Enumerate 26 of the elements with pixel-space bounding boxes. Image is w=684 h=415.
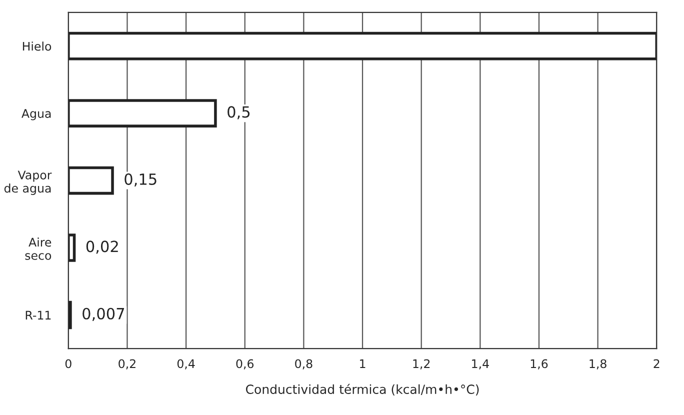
- bar: [68, 234, 76, 262]
- data-label: 0,15: [124, 173, 156, 187]
- x-tick-label: 1,6: [530, 359, 548, 370]
- data-label: 0,5: [228, 106, 250, 120]
- x-tick-label: 0,4: [177, 359, 195, 370]
- y-tick-label: R-11: [26, 310, 51, 320]
- y-tick-label: Aire seco: [25, 238, 52, 260]
- bar: [68, 32, 657, 60]
- bar: [68, 300, 72, 330]
- bar: [68, 166, 114, 195]
- x-tick-label: 1,8: [590, 359, 606, 370]
- data-label: 0,007: [82, 308, 124, 321]
- x-tick-label: 0: [65, 359, 72, 368]
- x-tick-label: 1,4: [472, 359, 489, 370]
- y-tick-label: Agua: [22, 109, 51, 120]
- x-tick-label: 0,8: [295, 359, 312, 370]
- x-tick-label: 0,2: [118, 359, 136, 370]
- x-tick-label: 0,6: [236, 359, 254, 370]
- x-tick-label: 1,2: [413, 359, 430, 370]
- x-tick-label: 1: [360, 359, 366, 368]
- y-tick-label: Hielo: [22, 42, 52, 51]
- bar: [68, 99, 217, 128]
- x-axis-title: Conductividad térmica (kcal/m•h•°C): [246, 384, 479, 396]
- y-tick-label: Vapor de agua: [4, 170, 52, 195]
- data-label: 0,02: [86, 240, 118, 254]
- x-tick-label: 2: [654, 359, 660, 368]
